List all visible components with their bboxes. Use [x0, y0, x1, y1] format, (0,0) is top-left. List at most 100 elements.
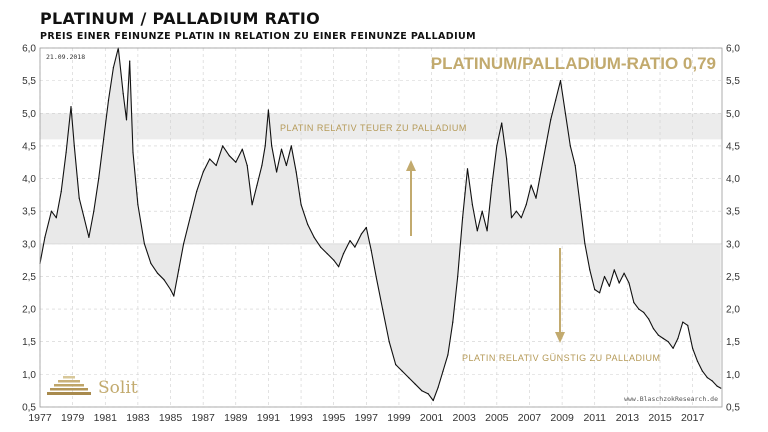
chart-subtitle: PREIS EINER FEINUNZE PLATIN IN RELATION … [40, 31, 476, 42]
logo-text: Solit [98, 378, 138, 398]
data-point [163, 279, 165, 281]
data-point [633, 302, 635, 304]
y-tick-label-left: 2,0 [22, 305, 36, 316]
x-tick-label: 1995 [322, 412, 346, 424]
data-point [711, 380, 713, 382]
up-arrow-head-icon [406, 160, 416, 171]
x-tick-label: 2015 [648, 412, 672, 424]
data-point [129, 60, 131, 62]
data-point [333, 259, 335, 261]
data-point [365, 226, 367, 229]
data-point [701, 370, 704, 372]
data-point [559, 80, 562, 82]
data-point [246, 164, 248, 167]
data-point [156, 272, 159, 274]
x-tick-label: 1985 [159, 412, 183, 424]
data-point [103, 138, 105, 140]
x-tick-label: 1983 [126, 412, 150, 424]
data-point [93, 210, 95, 212]
data-point [579, 204, 581, 206]
x-tick-label: 2003 [453, 412, 477, 424]
plot-frame [39, 47, 723, 408]
y-tick-label-left: 3,5 [22, 207, 36, 218]
data-point [657, 334, 660, 336]
x-tick-label: 1981 [94, 412, 118, 424]
data-point [388, 341, 390, 343]
data-point [70, 106, 72, 108]
data-point [638, 308, 640, 310]
data-point [692, 347, 694, 349]
y-tick-label-left: 4,5 [22, 141, 36, 152]
data-point [112, 67, 114, 69]
x-tick-label: 2001 [420, 412, 444, 424]
data-point [202, 171, 204, 173]
data-point [427, 393, 429, 395]
data-point [395, 364, 397, 366]
y-tick-label-left: 4,0 [22, 174, 36, 185]
data-point [401, 370, 403, 372]
data-point [618, 282, 620, 284]
data-point [613, 269, 615, 271]
data-point [520, 217, 522, 219]
data-point [320, 246, 322, 248]
x-tick-label: 2007 [518, 412, 542, 424]
logo: Solit [47, 376, 138, 398]
data-point [408, 377, 410, 379]
y-tick-label-left: 2,5 [22, 272, 36, 283]
data-point [421, 390, 423, 392]
data-point [285, 164, 287, 167]
data-point [603, 275, 606, 278]
annotation-layer [406, 160, 565, 343]
data-point [564, 112, 567, 114]
x-tick-label: 1989 [224, 412, 248, 424]
data-point [555, 99, 557, 101]
data-point [437, 386, 439, 388]
y-tick-label-right: 6,0 [726, 44, 740, 55]
x-tick-label: 1993 [289, 412, 313, 424]
series-layer [39, 47, 722, 402]
data-point [98, 177, 100, 180]
data-point [261, 164, 263, 167]
data-point [462, 217, 464, 219]
x-tick-label: 2011 [583, 412, 606, 424]
data-point [716, 385, 718, 387]
y-tick-label-left: 1,0 [22, 370, 36, 381]
data-point [486, 230, 488, 232]
shaded-area-layer [40, 48, 722, 401]
data-point [491, 184, 493, 186]
data-point [295, 171, 297, 173]
data-point [137, 204, 139, 206]
data-point [88, 236, 90, 238]
data-point [251, 204, 253, 206]
data-point [60, 191, 62, 193]
data-point [173, 295, 175, 297]
data-point [83, 217, 85, 219]
data-point [476, 230, 478, 232]
data-point [667, 341, 669, 343]
data-point [342, 253, 345, 255]
y-tick-label-right: 2,0 [726, 305, 740, 316]
axes-layer: 0,5 0,5 1,0 1,0 1,5 1,5 2,0 2,0 2,5 2,5 3,0 3,0 3,5 3… [22, 44, 740, 425]
data-point [584, 243, 586, 245]
data-point [338, 266, 340, 268]
data-point [471, 204, 473, 206]
y-tick-label-left: 6,0 [22, 44, 36, 55]
data-point [696, 360, 699, 362]
expensive-band [40, 113, 722, 140]
shaded-area [40, 48, 721, 401]
data-point [720, 387, 722, 389]
data-point [481, 210, 483, 212]
x-tick-label: 1977 [28, 412, 52, 424]
data-point [222, 145, 224, 147]
y-tick-label-left: 5,0 [22, 109, 36, 120]
data-point [682, 321, 684, 323]
data-point [44, 236, 46, 238]
data-point [535, 197, 537, 199]
data-point [648, 318, 650, 320]
y-tick-label-right: 3,5 [726, 207, 740, 218]
y-tick-label-right: 2,5 [726, 272, 740, 283]
data-point [169, 288, 172, 291]
data-point [50, 210, 53, 212]
data-point [150, 262, 152, 264]
